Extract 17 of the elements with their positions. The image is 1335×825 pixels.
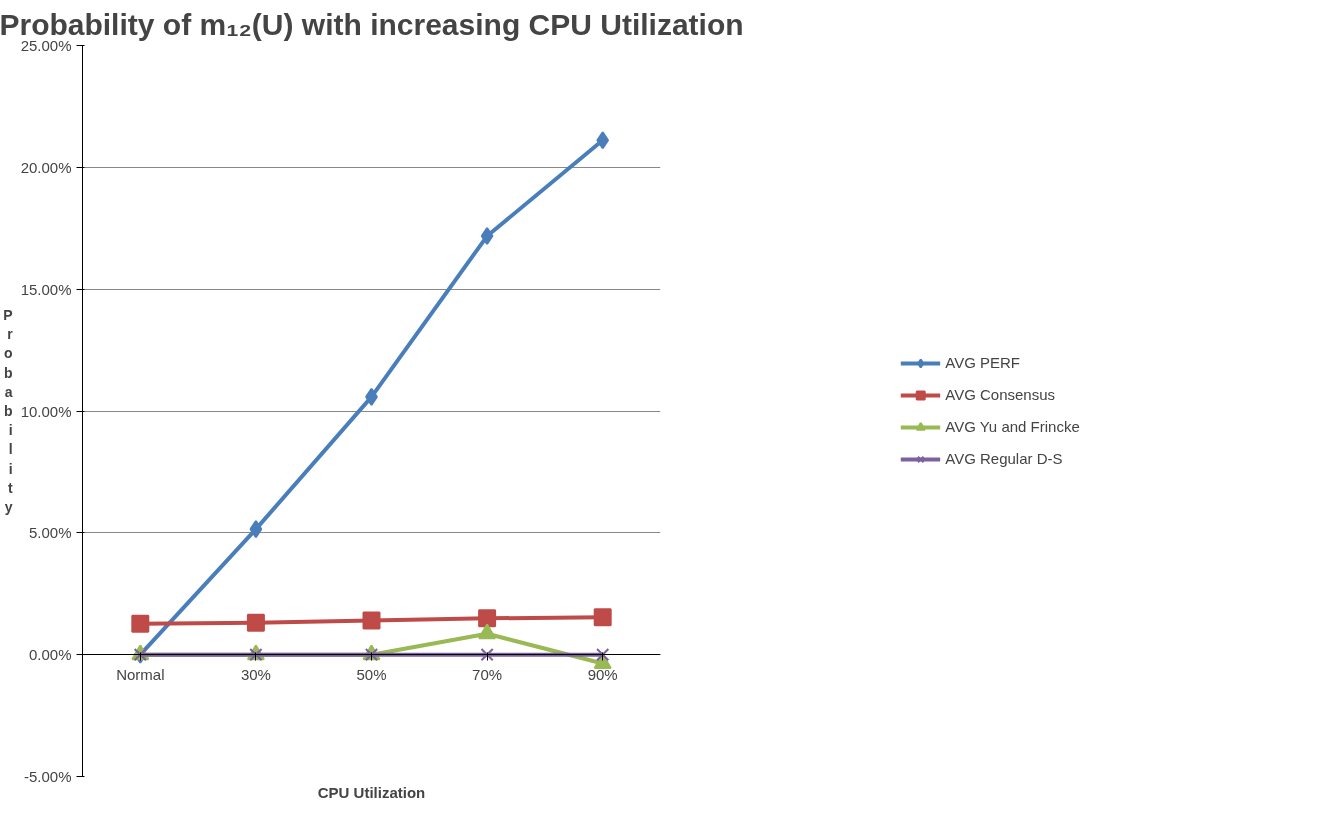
x-tick-label: Normal bbox=[116, 665, 165, 683]
legend-label: AVG Consensus bbox=[945, 386, 1056, 403]
x-tick-label: 70% bbox=[472, 665, 503, 683]
x-tick-label: 90% bbox=[587, 665, 618, 683]
y-tick-label: 20.00% bbox=[20, 158, 72, 176]
x-tick-label: 30% bbox=[240, 665, 271, 683]
y-tick-label: 15.00% bbox=[20, 280, 72, 298]
legend-label: AVG Yu and Frincke bbox=[945, 418, 1080, 435]
y-tick-label: 5.00% bbox=[28, 524, 72, 542]
x-tick-label: 50% bbox=[356, 665, 387, 683]
x-axis-title: CPU Utilization bbox=[317, 783, 426, 801]
y-tick-label: 0.00% bbox=[28, 646, 72, 664]
legend-label: AVG PERF bbox=[945, 354, 1020, 371]
y-tick-label: 10.00% bbox=[20, 402, 72, 420]
y-tick-label: -5.00% bbox=[23, 768, 72, 785]
legend-label: AVG Regular D-S bbox=[945, 450, 1063, 467]
text: Probability bbox=[3, 307, 13, 515]
